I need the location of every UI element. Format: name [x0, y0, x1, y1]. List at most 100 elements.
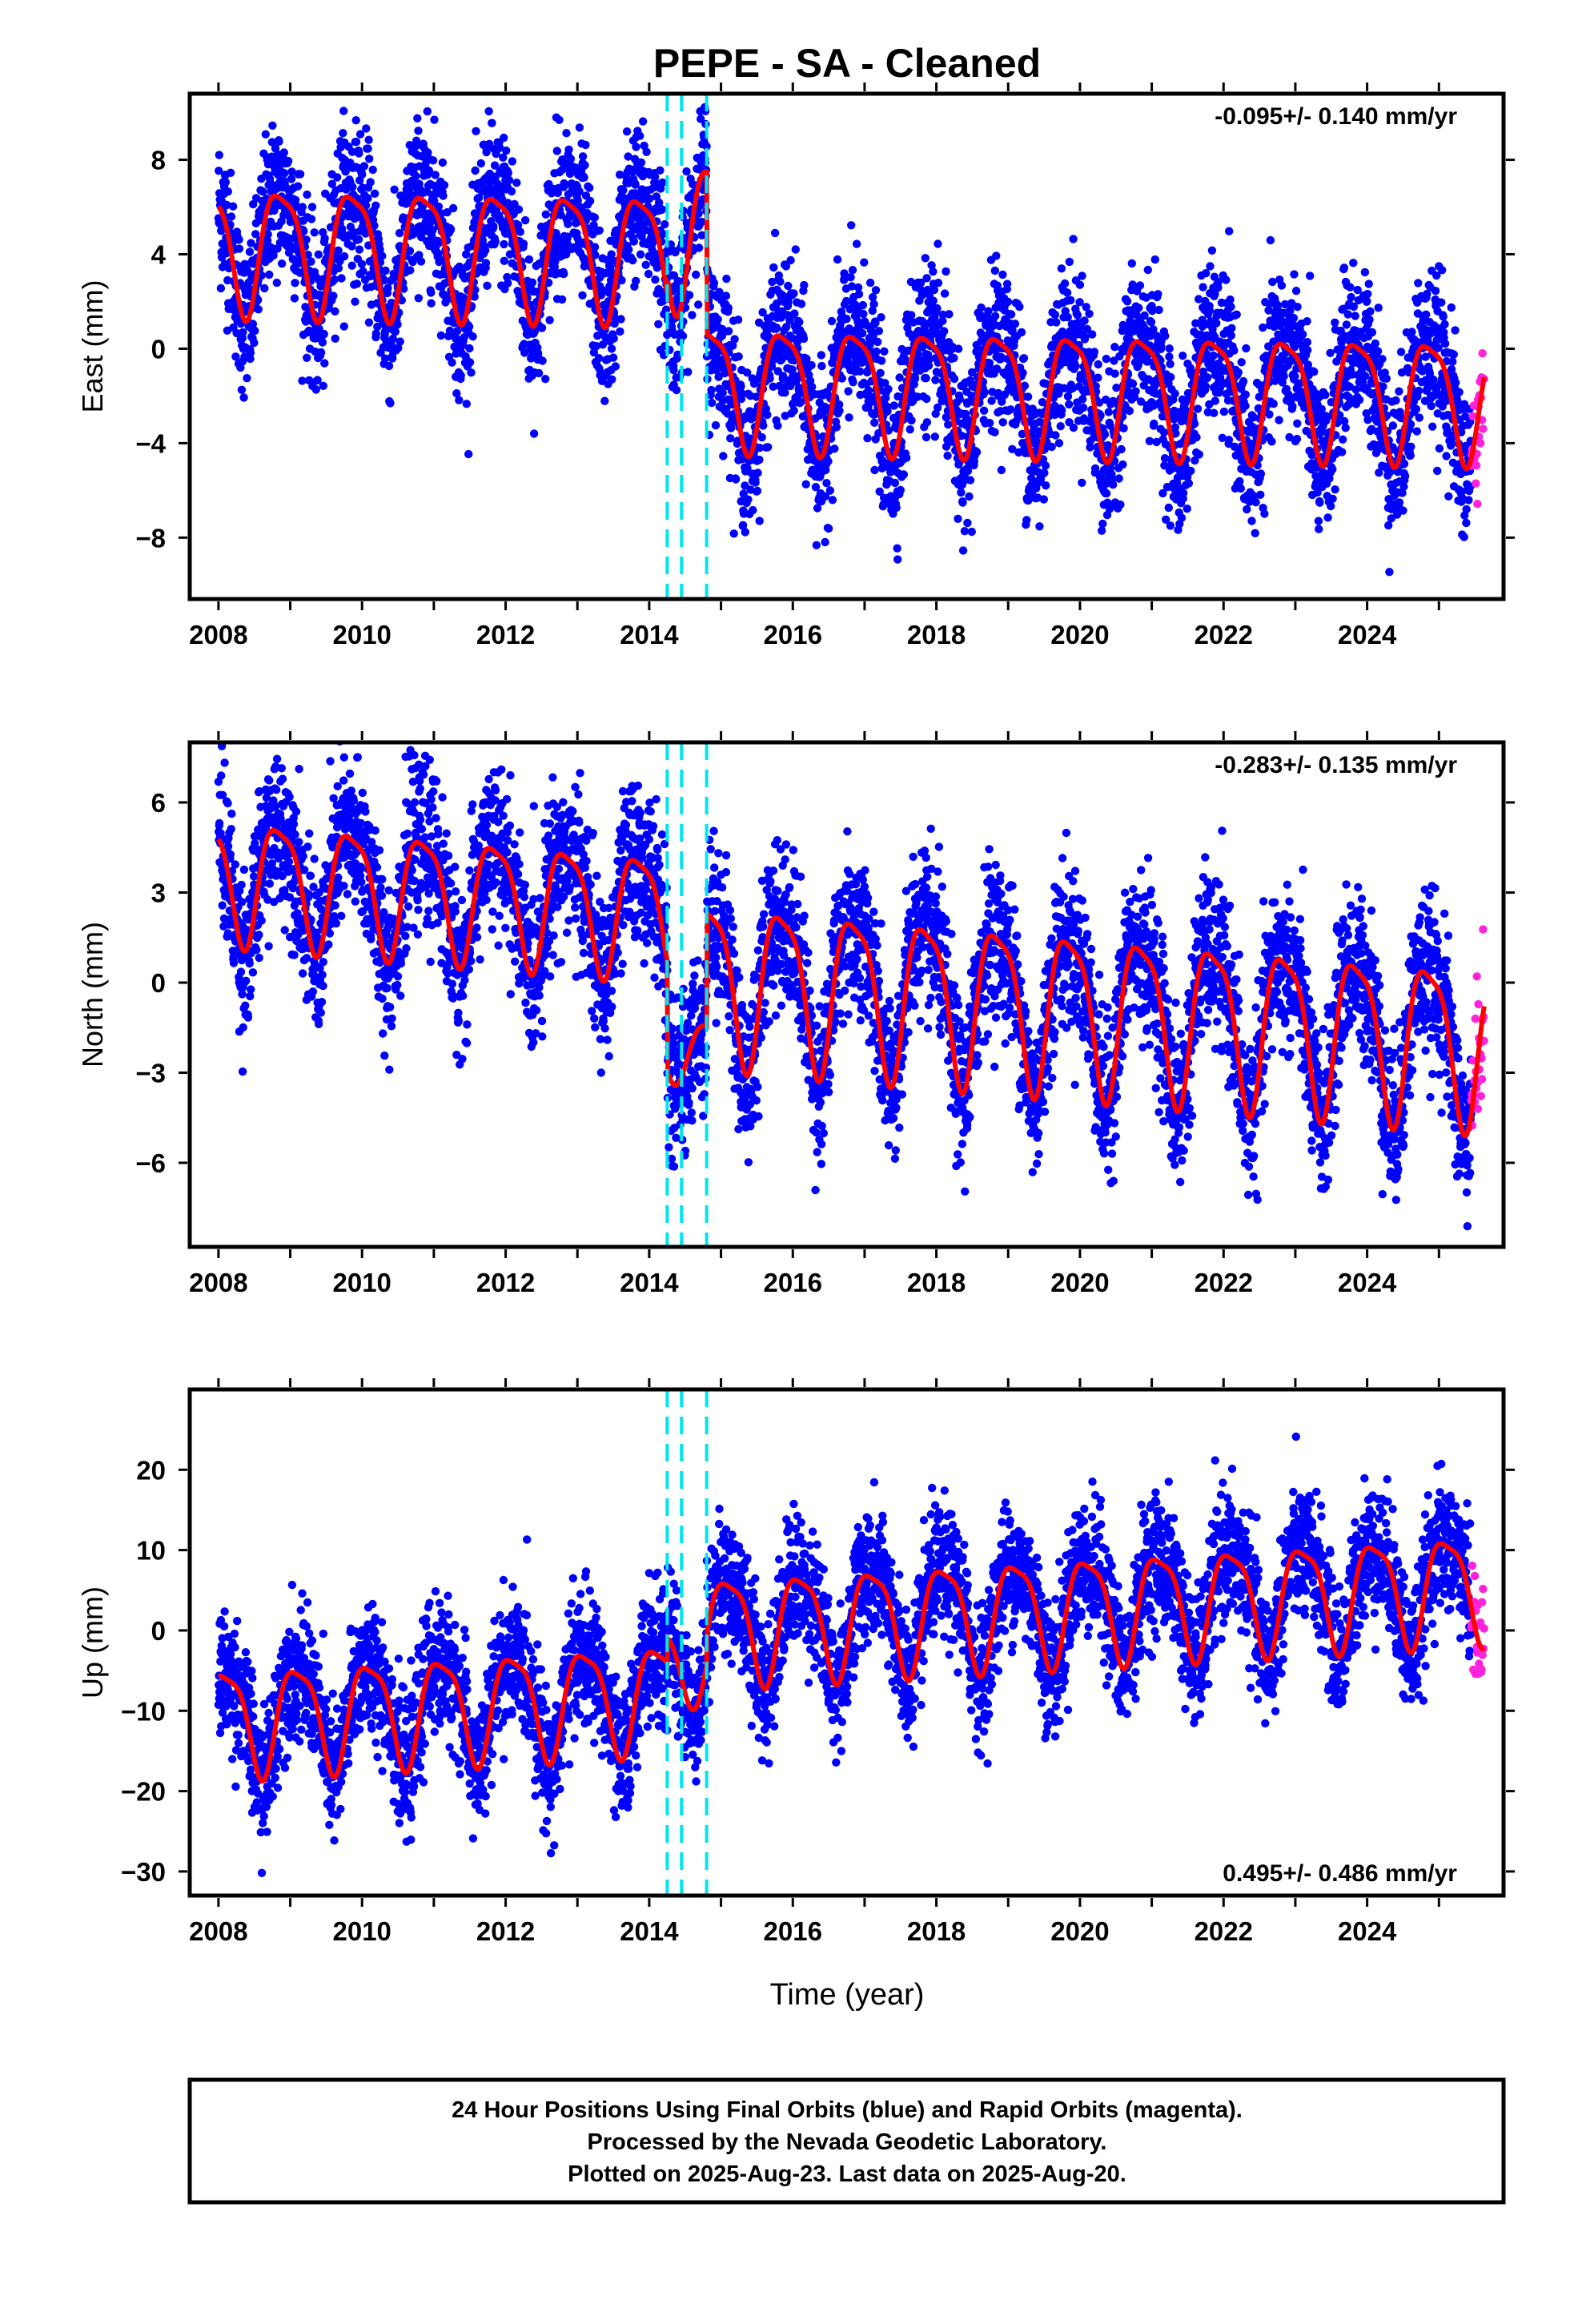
data-point — [243, 374, 251, 383]
data-point — [1232, 310, 1241, 319]
data-point — [1161, 332, 1170, 340]
data-point — [922, 394, 931, 404]
data-point — [504, 279, 512, 287]
data-point — [384, 361, 394, 371]
data-point — [566, 155, 576, 163]
data-point — [370, 189, 379, 198]
data-point — [1205, 306, 1215, 315]
data-point — [500, 239, 508, 249]
data-point — [764, 443, 773, 452]
data-point — [216, 283, 226, 293]
data-point — [1291, 287, 1301, 296]
data-point — [619, 186, 628, 195]
data-point — [318, 338, 327, 347]
data-point — [870, 418, 879, 427]
data-point — [990, 266, 1000, 275]
data-point — [334, 246, 343, 255]
data-point — [1303, 317, 1311, 326]
data-point — [899, 470, 909, 479]
data-point — [245, 247, 255, 256]
data-point — [1227, 324, 1236, 332]
data-point — [1292, 434, 1302, 444]
data-point — [1078, 271, 1086, 280]
data-point — [688, 311, 697, 320]
data-point — [585, 196, 595, 206]
data-point — [884, 384, 893, 394]
data-point — [427, 288, 436, 297]
data-point — [1199, 283, 1207, 292]
data-point — [395, 228, 404, 238]
data-point — [507, 187, 516, 196]
data-point — [957, 488, 966, 497]
data-point — [616, 327, 624, 336]
data-point — [929, 267, 938, 276]
data-point — [945, 310, 954, 319]
data-point — [772, 323, 781, 332]
data-point — [1224, 436, 1234, 444]
data-point — [351, 116, 360, 125]
data-point — [1225, 227, 1234, 235]
data-point — [930, 432, 940, 441]
data-point — [684, 368, 693, 376]
data-point — [590, 213, 599, 222]
data-point — [512, 179, 521, 187]
data-point — [876, 368, 885, 377]
data-point — [293, 182, 303, 191]
data-point — [1110, 369, 1119, 378]
data-point — [347, 261, 356, 270]
data-point — [232, 328, 241, 338]
data-point — [692, 270, 701, 279]
data-point — [1062, 288, 1072, 297]
data-point — [537, 324, 547, 332]
data-point — [1293, 303, 1302, 312]
data-point — [330, 275, 339, 284]
data-point — [759, 421, 768, 430]
data-point — [339, 107, 348, 115]
data-point — [1346, 283, 1355, 292]
data-point — [339, 251, 349, 261]
data-point — [448, 358, 456, 367]
data-point — [1071, 362, 1080, 371]
data-point — [298, 203, 307, 211]
data-point — [944, 420, 953, 429]
data-point — [491, 237, 500, 246]
data-point — [1102, 354, 1111, 364]
data-point — [817, 351, 825, 360]
data-point — [246, 354, 255, 364]
data-point — [1212, 319, 1221, 328]
data-point — [651, 275, 660, 284]
data-point — [235, 244, 244, 253]
data-point — [749, 505, 757, 515]
data-point — [1277, 281, 1287, 290]
data-point — [320, 234, 329, 243]
data-point — [291, 195, 300, 204]
data-point — [246, 348, 255, 357]
data-point — [1269, 400, 1279, 408]
data-point — [489, 222, 498, 231]
data-point — [590, 243, 600, 251]
data-point — [828, 496, 837, 505]
data-point — [1131, 387, 1140, 396]
data-point — [251, 230, 260, 239]
data-point — [468, 332, 477, 341]
data-point — [440, 181, 449, 190]
data-point — [1065, 257, 1074, 267]
data-point — [405, 247, 415, 255]
data-point — [682, 167, 691, 176]
data-point — [481, 259, 491, 267]
data-point — [1396, 348, 1406, 356]
data-point — [1125, 406, 1134, 416]
data-point — [465, 344, 474, 353]
data-point — [254, 305, 263, 314]
data-point — [865, 278, 875, 287]
data-point — [753, 468, 762, 477]
data-point — [1234, 368, 1243, 377]
data-point — [1110, 343, 1119, 352]
data-point — [734, 352, 743, 361]
data-point — [1251, 529, 1259, 537]
data-point — [1166, 360, 1174, 368]
data-point — [1241, 390, 1251, 399]
data-point — [1109, 480, 1118, 489]
data-point — [933, 304, 942, 313]
data-point — [488, 119, 496, 127]
